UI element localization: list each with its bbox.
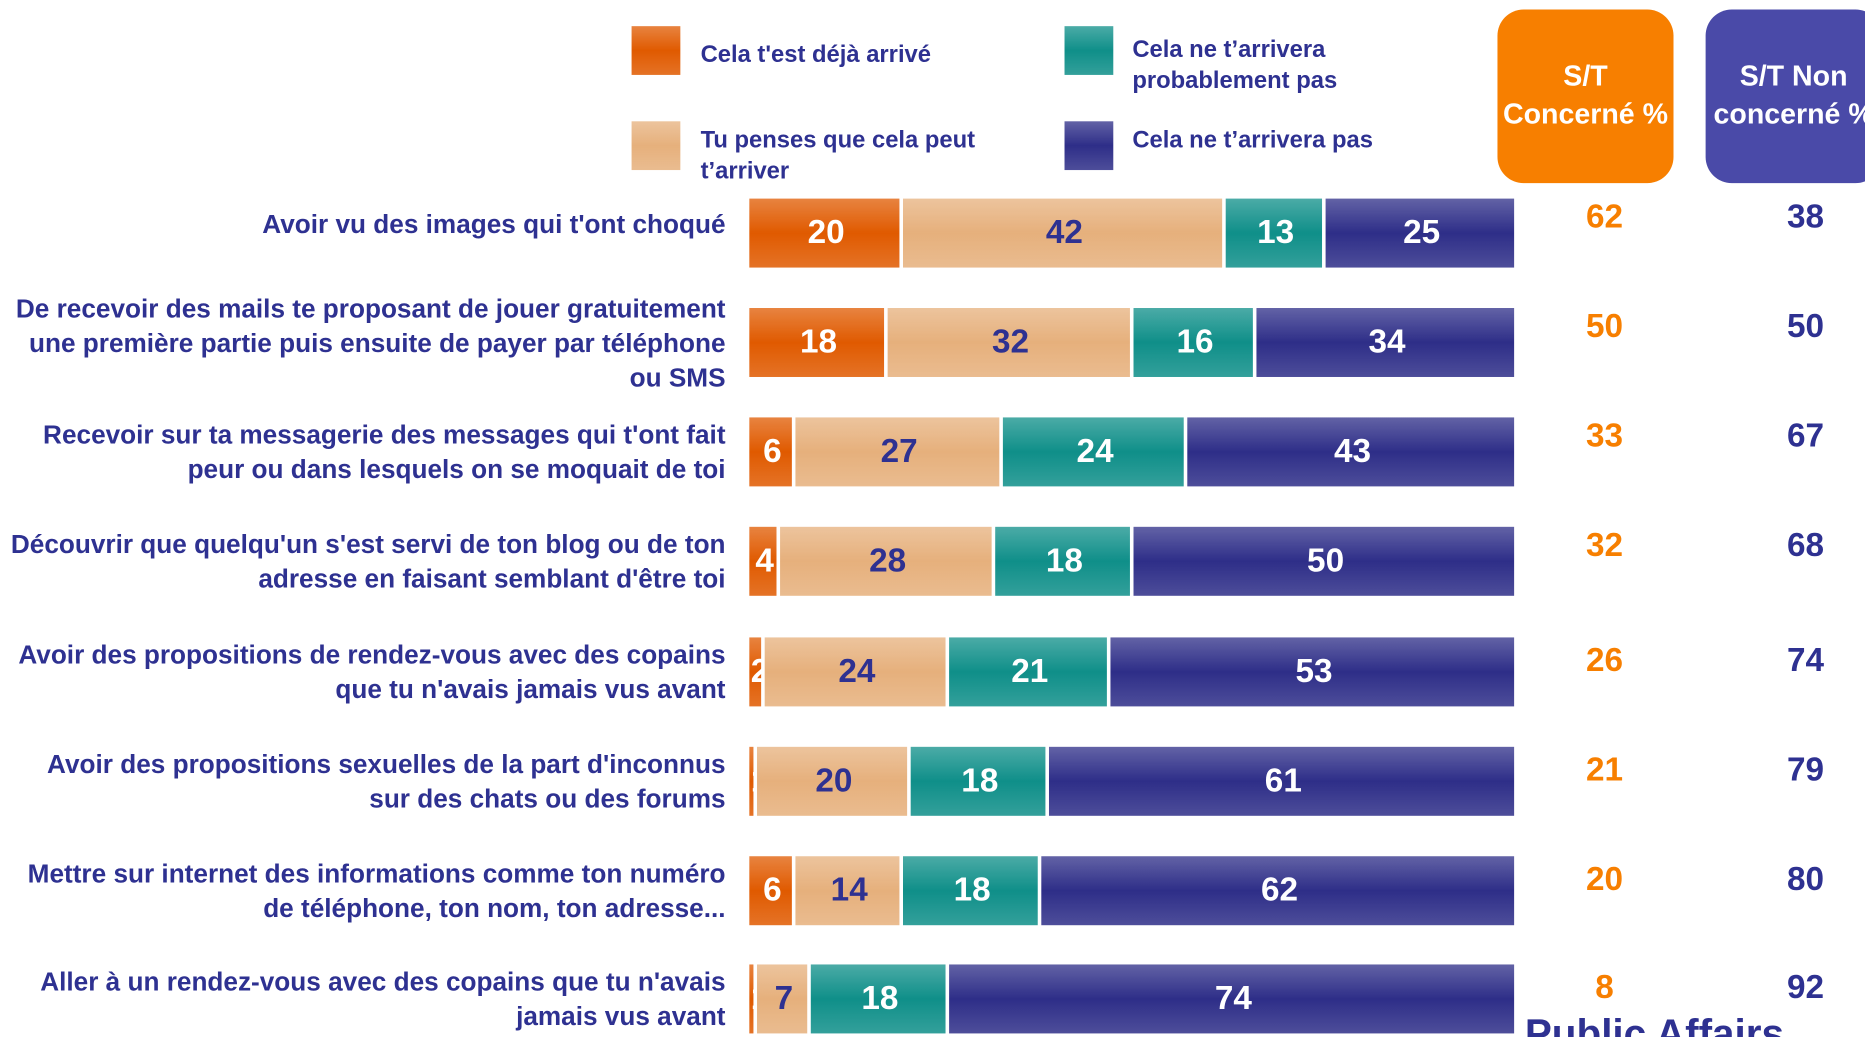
- bar-segment: [910, 746, 1046, 816]
- category-label: De recevoir des mails te proposant de jo…: [15, 293, 726, 393]
- column-value: 50: [1787, 308, 1824, 345]
- data-label: 7: [775, 980, 794, 1017]
- column-header: S/T Concerné %: [1497, 9, 1674, 184]
- data-label: 6: [763, 433, 782, 470]
- bar-segment: [749, 526, 777, 596]
- bar-segment: [780, 526, 992, 596]
- category-label: Avoir des propositions sexuelles de la p…: [47, 749, 726, 814]
- column-value: 62: [1586, 199, 1623, 236]
- bar-segment: [1225, 198, 1323, 268]
- data-label: 74: [1215, 980, 1253, 1017]
- legend-swatch: [1064, 26, 1114, 75]
- column-value: 50: [1586, 308, 1623, 345]
- bar-segment: [749, 964, 754, 1034]
- footer-brand: Public Affairs: [1524, 1012, 1785, 1037]
- column-value: 38: [1787, 199, 1824, 236]
- data-label: 18: [1046, 542, 1083, 579]
- column-value: 74: [1787, 642, 1825, 679]
- bar-segment: [1041, 856, 1515, 926]
- data-label: 25: [1403, 214, 1440, 251]
- column-value: 67: [1787, 417, 1824, 454]
- data-label: 43: [1334, 433, 1371, 470]
- category-label: Recevoir sur ta messagerie des messages …: [43, 419, 726, 485]
- data-label: 24: [838, 653, 876, 690]
- bar-segment: [1325, 198, 1515, 268]
- column-value: 92: [1787, 969, 1824, 1006]
- data-label: 2: [751, 653, 770, 690]
- bar-segment: [810, 964, 946, 1034]
- data-label: 4: [755, 542, 774, 579]
- legend-label: Cela ne t’arrivera pas: [1132, 127, 1373, 154]
- legend-label: Cela t'est déjà arrivé: [700, 41, 932, 68]
- data-label: 20: [808, 214, 845, 251]
- data-label: 6: [763, 872, 782, 909]
- column-value: 79: [1787, 752, 1824, 789]
- bar-segment: [749, 746, 754, 816]
- bar-segment: [749, 417, 792, 487]
- column-header: S/T Non concerné %: [1705, 9, 1865, 184]
- bar-segment: [1187, 417, 1515, 487]
- data-label: 18: [954, 872, 991, 909]
- data-label: 53: [1296, 653, 1333, 690]
- legend-label: Cela ne t’arrivera probablement pas: [1132, 36, 1338, 94]
- data-label: 32: [992, 323, 1029, 360]
- bar-segment: [764, 637, 946, 707]
- legend-label: Tu penses que cela peut t’arriver: [700, 127, 976, 185]
- category-label: Aller à un rendez-vous avec des copains …: [40, 966, 726, 1032]
- bar-segment: [1110, 637, 1515, 707]
- bar-segment: [949, 964, 1515, 1034]
- bar-segment: [903, 198, 1223, 268]
- legend-swatch: [631, 26, 681, 75]
- category-label: Avoir vu des images qui t'ont choqué: [262, 209, 726, 240]
- data-label: 18: [861, 980, 898, 1017]
- data-label: 61: [1265, 762, 1302, 799]
- data-label: 28: [869, 542, 906, 579]
- column-value: 8: [1595, 969, 1614, 1006]
- category-label: Découvrir que quelqu'un s'est servi de t…: [10, 529, 726, 594]
- bar-segment: [1256, 308, 1515, 377]
- bar-segment: [1133, 526, 1515, 596]
- bar-segment: [749, 856, 792, 926]
- bar-segment: [749, 198, 900, 268]
- legend-swatch: [631, 121, 681, 171]
- data-label: 42: [1046, 214, 1083, 251]
- column-value: 33: [1586, 417, 1623, 454]
- column-value: 21: [1586, 752, 1623, 789]
- data-label: 24: [1077, 433, 1115, 470]
- data-label: 50: [1307, 542, 1344, 579]
- legend-swatch: [1064, 121, 1114, 171]
- category-label: Mettre sur internet des informations com…: [27, 858, 726, 923]
- bar-segment: [757, 964, 808, 1034]
- column-value: 68: [1787, 527, 1824, 564]
- column-value: 32: [1586, 527, 1623, 564]
- bar-segment: [749, 637, 762, 707]
- bar-segment: [795, 856, 900, 926]
- data-label: 20: [815, 762, 852, 799]
- data-label: 21: [1011, 653, 1048, 690]
- data-label: 34: [1369, 323, 1407, 360]
- bar-segment: [1133, 308, 1253, 377]
- bar-segment: [903, 856, 1038, 926]
- data-label: 62: [1261, 872, 1298, 909]
- column-value: 26: [1586, 642, 1623, 679]
- bar-segment: [1002, 417, 1184, 487]
- data-label: 16: [1176, 323, 1213, 360]
- data-label: 27: [881, 433, 918, 470]
- data-label: 14: [831, 872, 869, 909]
- data-label: 18: [800, 323, 837, 360]
- bar-segment: [757, 746, 908, 816]
- column-value: 20: [1586, 861, 1623, 898]
- bar-segment: [995, 526, 1130, 596]
- data-label: 13: [1257, 214, 1294, 251]
- bar-segment: [749, 308, 885, 377]
- column-value: 80: [1787, 861, 1824, 898]
- bar-segment: [1048, 746, 1515, 816]
- bar-segment: [887, 308, 1130, 377]
- data-label: 18: [961, 762, 998, 799]
- category-label: Avoir des propositions de rendez-vous av…: [18, 639, 726, 705]
- bar-segment: [949, 637, 1107, 707]
- bar-segment: [795, 417, 1000, 487]
